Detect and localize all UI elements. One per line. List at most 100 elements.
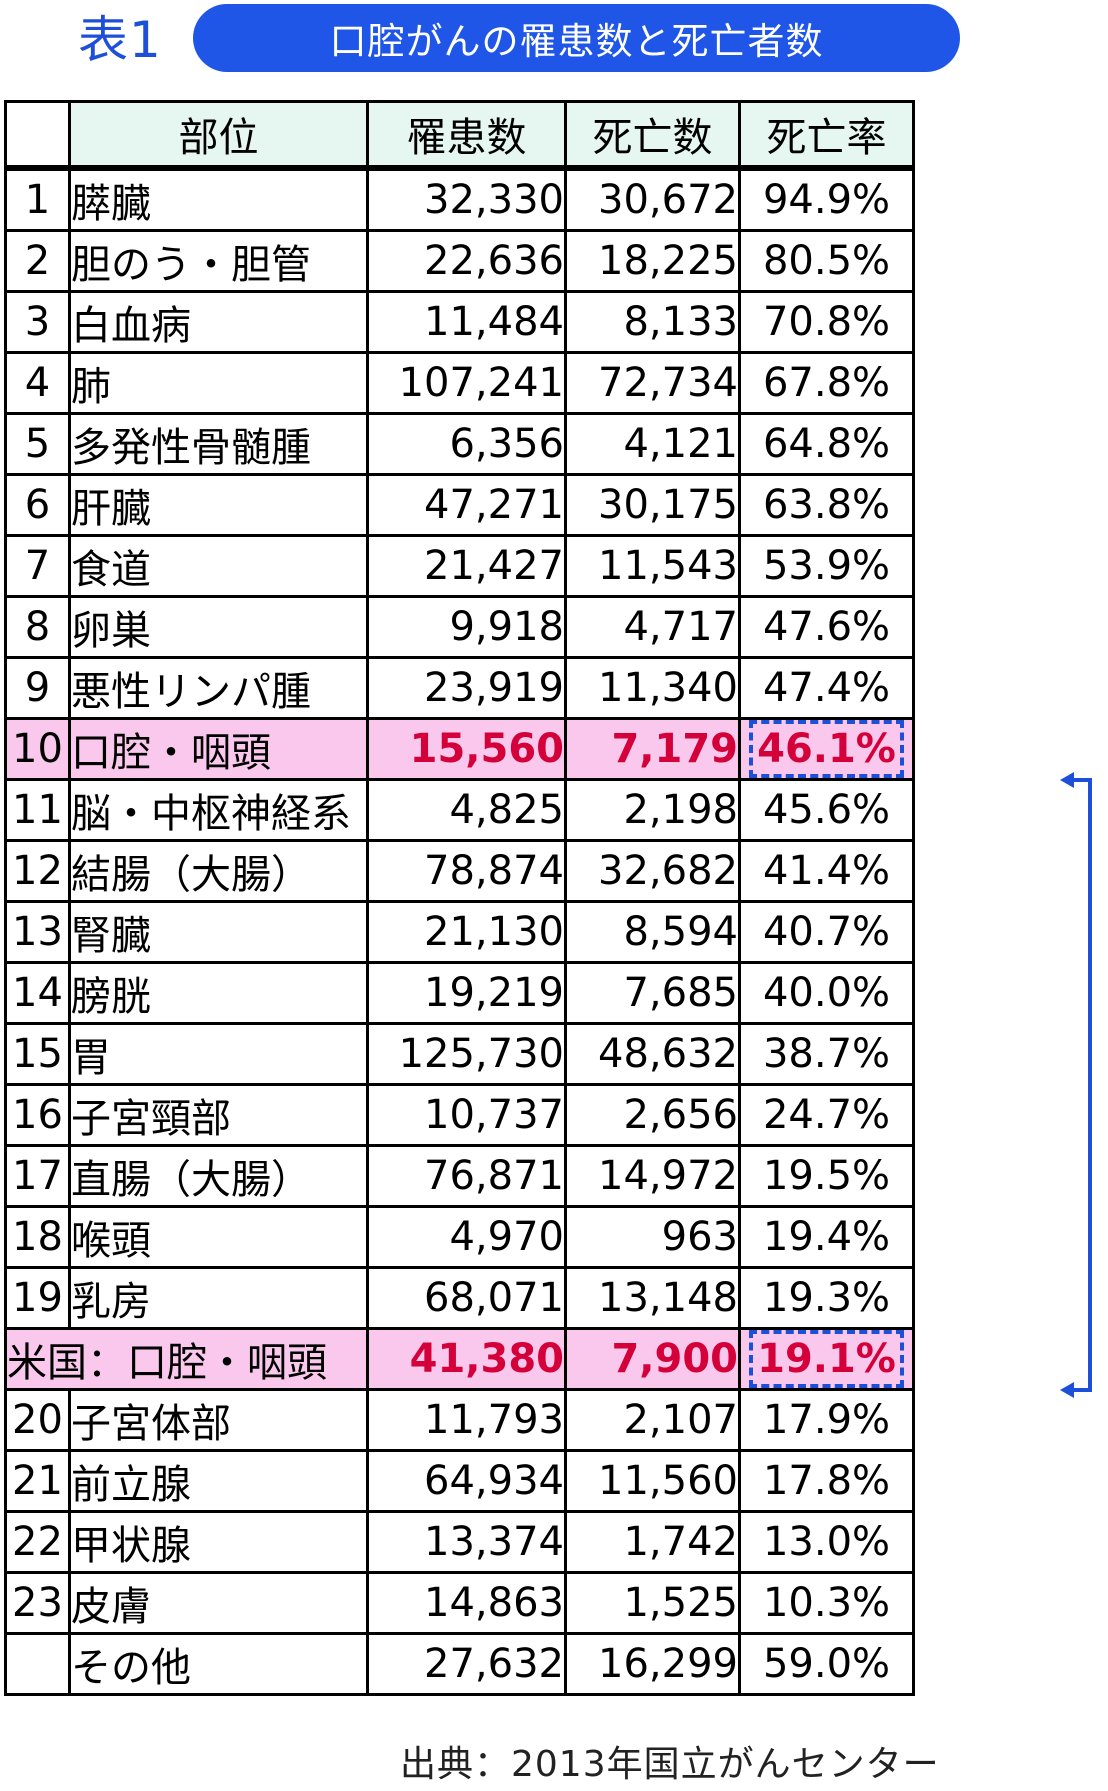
incidence-cell: 13,374	[366, 1510, 567, 1574]
site-cell: 多発性骨髄腫	[68, 412, 369, 476]
mortality-rate-cell: 45.6%	[738, 778, 915, 842]
mortality-rate-value: 38.7%	[762, 1031, 891, 1077]
table-row: 8 卵巣 9,918 4,717 47.6%	[4, 595, 915, 659]
site-cell: 子宮頸部	[68, 1083, 369, 1147]
incidence-cell: 125,730	[366, 1022, 567, 1086]
source-note: 出典：2013年国立がんセンター	[400, 1744, 940, 1785]
table-row: 5 多発性骨髄腫 6,356 4,121 64.8%	[4, 412, 915, 476]
mortality-rate-cell: 19.5%	[738, 1144, 915, 1208]
mortality-rate-value: 47.6%	[762, 604, 891, 650]
header-site: 部位	[68, 100, 369, 170]
table-row: 12 結腸（大腸） 78,874 32,682 41.4%	[4, 839, 915, 903]
incidence-cell: 22,636	[366, 229, 567, 293]
mortality-rate-value: 53.9%	[762, 543, 891, 589]
mortality-rate-value: 59.0%	[762, 1641, 891, 1687]
incidence-cell: 76,871	[366, 1144, 567, 1208]
rank-cell: 19	[4, 1266, 71, 1330]
site-cell: 悪性リンパ腫	[68, 656, 369, 720]
site-cell: 胆のう・胆管	[68, 229, 369, 293]
table-body: 1 膵臓 32,330 30,672 94.9% 2 胆のう・胆管 22,636 18,225 8…	[4, 166, 915, 1696]
mortality-rate-value: 19.5%	[762, 1153, 891, 1199]
dashed-highlight-box	[749, 721, 904, 777]
mortality-rate-value: 13.0%	[762, 1519, 891, 1565]
site-cell: 肝臓	[68, 473, 369, 537]
site-cell: 乳房	[68, 1266, 369, 1330]
arrow-left-icon	[1060, 1382, 1074, 1398]
deaths-cell: 32,682	[564, 839, 741, 903]
table-header-row: 部位 罹患数 死亡数 死亡率	[4, 100, 915, 170]
mortality-rate-cell: 94.9%	[738, 166, 915, 232]
rank-cell: 9	[4, 656, 71, 720]
rank-cell: 20	[4, 1388, 71, 1452]
table-row: 20 子宮体部 11,793 2,107 17.9%	[4, 1388, 915, 1452]
incidence-cell: 68,071	[366, 1266, 567, 1330]
table-label: 表1	[78, 11, 162, 69]
incidence-cell: 41,380	[366, 1327, 567, 1391]
mortality-rate-cell: 59.0%	[738, 1632, 915, 1696]
site-cell: 喉頭	[68, 1205, 369, 1269]
mortality-rate-cell: 13.0%	[738, 1510, 915, 1574]
mortality-rate-cell: 38.7%	[738, 1022, 915, 1086]
site-cell: 皮膚	[68, 1571, 369, 1635]
site-cell: その他	[68, 1632, 369, 1696]
mortality-rate-value: 19.3%	[762, 1275, 891, 1321]
mortality-rate-cell: 53.9%	[738, 534, 915, 598]
rank-cell: 12	[4, 839, 71, 903]
site-cell: 子宮体部	[68, 1388, 369, 1452]
rank-cell: 23	[4, 1571, 71, 1635]
header-deaths: 死亡数	[564, 100, 741, 170]
table-row: 21 前立腺 64,934 11,560 17.8%	[4, 1449, 915, 1513]
mortality-rate-value: 40.7%	[762, 909, 891, 955]
deaths-cell: 13,148	[564, 1266, 741, 1330]
site-cell: 食道	[68, 534, 369, 598]
mortality-rate-cell: 24.7%	[738, 1083, 915, 1147]
incidence-cell: 47,271	[366, 473, 567, 537]
rank-cell: 11	[4, 778, 71, 842]
deaths-cell: 16,299	[564, 1632, 741, 1696]
site-cell: 胃	[68, 1022, 369, 1086]
deaths-cell: 1,525	[564, 1571, 741, 1635]
site-cell: 卵巣	[68, 595, 369, 659]
incidence-cell: 10,737	[366, 1083, 567, 1147]
incidence-cell: 4,825	[366, 778, 567, 842]
header-mortality-rate: 死亡率	[738, 100, 915, 170]
rank-cell: 2	[4, 229, 71, 293]
deaths-cell: 8,133	[564, 290, 741, 354]
rank-cell: 6	[4, 473, 71, 537]
site-cell: 米国：口腔・咽頭	[4, 1327, 369, 1391]
mortality-rate-value: 41.4%	[762, 848, 891, 894]
deaths-cell: 18,225	[564, 229, 741, 293]
deaths-cell: 48,632	[564, 1022, 741, 1086]
table-row: その他 27,632 16,299 59.0%	[4, 1632, 915, 1696]
mortality-rate-cell: 10.3%	[738, 1571, 915, 1635]
site-cell: 口腔・咽頭	[68, 717, 369, 781]
rank-cell: 3	[4, 290, 71, 354]
rank-cell: 10	[4, 717, 71, 781]
incidence-cell: 78,874	[366, 839, 567, 903]
deaths-cell: 2,107	[564, 1388, 741, 1452]
deaths-cell: 30,175	[564, 473, 741, 537]
deaths-cell: 2,656	[564, 1083, 741, 1147]
deaths-cell: 4,717	[564, 595, 741, 659]
rank-cell: 1	[4, 166, 71, 232]
deaths-cell: 11,340	[564, 656, 741, 720]
arrow-left-icon	[1060, 772, 1074, 788]
incidence-cell: 23,919	[366, 656, 567, 720]
mortality-rate-cell: 80.5%	[738, 229, 915, 293]
table-row: 19 乳房 68,071 13,148 19.3%	[4, 1266, 915, 1330]
mortality-rate-cell: 19.1%	[738, 1327, 915, 1391]
deaths-cell: 7,179	[564, 717, 741, 781]
mortality-rate-cell: 63.8%	[738, 473, 915, 537]
mortality-rate-value: 17.9%	[762, 1397, 891, 1443]
rank-cell: 17	[4, 1144, 71, 1208]
mortality-rate-cell: 40.7%	[738, 900, 915, 964]
mortality-rate-value: 19.1%	[757, 1336, 896, 1382]
deaths-cell: 1,742	[564, 1510, 741, 1574]
mortality-rate-value: 17.8%	[762, 1458, 891, 1504]
header-incidence: 罹患数	[366, 100, 567, 170]
site-cell: 前立腺	[68, 1449, 369, 1513]
mortality-rate-cell: 47.4%	[738, 656, 915, 720]
rank-cell: 7	[4, 534, 71, 598]
deaths-cell: 30,672	[564, 166, 741, 232]
page-title: 口腔がんの罹患数と死亡者数	[329, 20, 824, 63]
